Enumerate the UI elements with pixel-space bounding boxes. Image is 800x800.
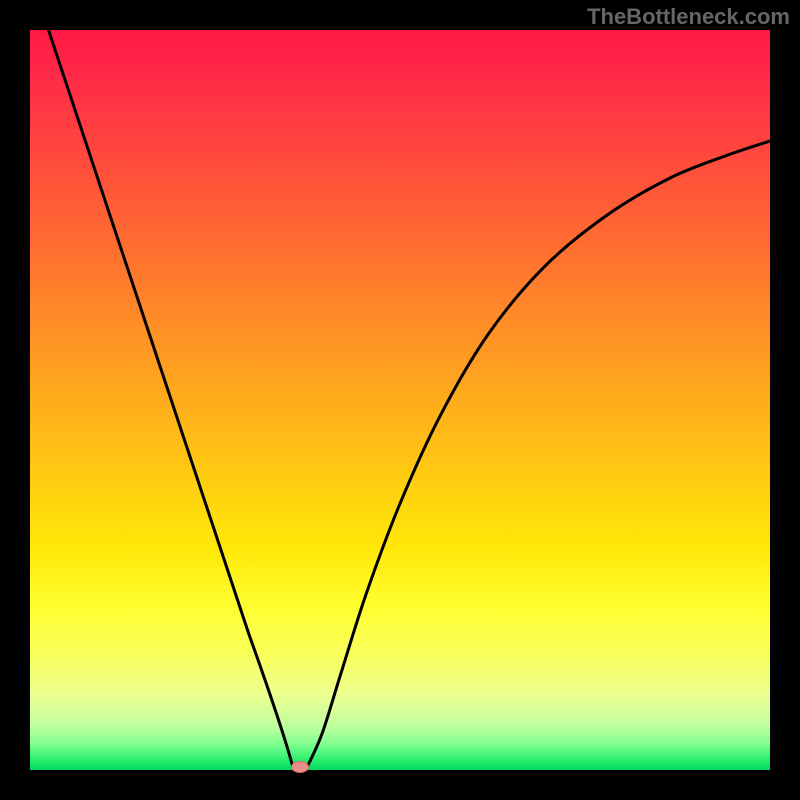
bottleneck-curve xyxy=(30,30,770,770)
chart-container: TheBottleneck.com xyxy=(0,0,800,800)
watermark-text: TheBottleneck.com xyxy=(587,4,790,30)
curve-right-branch xyxy=(308,141,771,766)
curve-left-branch xyxy=(49,30,293,766)
plot-area xyxy=(30,30,770,770)
optimal-point-marker xyxy=(291,761,309,773)
